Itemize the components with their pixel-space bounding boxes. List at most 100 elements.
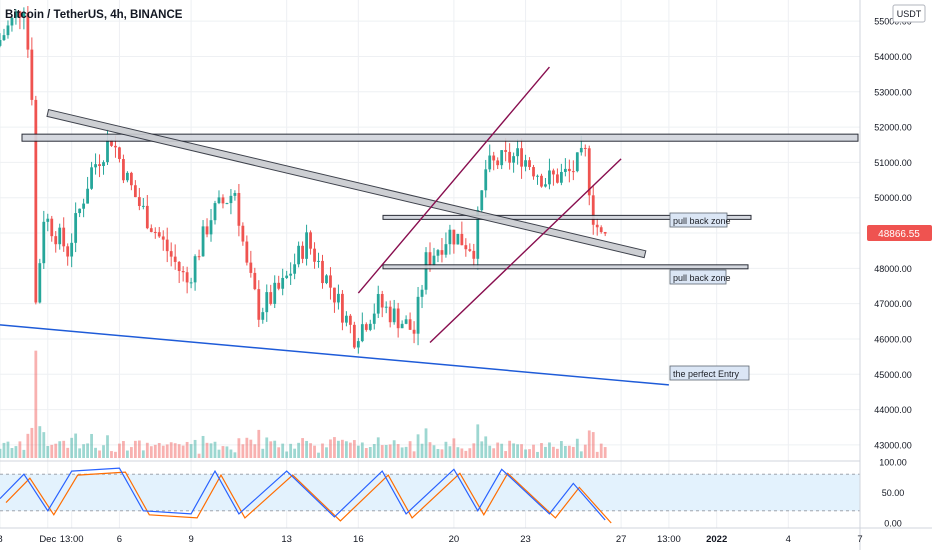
- candle-body: [440, 250, 444, 255]
- volume-bar: [14, 446, 18, 458]
- volume-bar: [432, 445, 436, 458]
- candle-body: [10, 17, 14, 26]
- volume-bar: [472, 443, 476, 458]
- candle-body: [30, 49, 34, 100]
- volume-bar: [416, 434, 420, 458]
- volume-bar: [504, 451, 508, 458]
- volume-bar: [102, 445, 105, 458]
- time-tick-label: 8: [0, 534, 3, 545]
- volume-bar: [392, 440, 396, 458]
- candle-body: [464, 245, 468, 250]
- candle-body: [165, 239, 169, 252]
- candle-body: [177, 261, 181, 272]
- candle-body: [261, 312, 265, 320]
- candle-body: [221, 197, 225, 204]
- volume-bar: [161, 445, 165, 458]
- zone-rect: [382, 264, 749, 270]
- volume-bar: [603, 447, 607, 458]
- volume-bar: [241, 444, 245, 458]
- candle-body: [153, 231, 157, 233]
- volume-bar: [10, 447, 14, 458]
- volume-bar: [273, 440, 277, 458]
- candle-body: [603, 231, 607, 234]
- currency-badge-box[interactable]: [892, 4, 926, 23]
- candle-body: [301, 245, 304, 259]
- candle-body: [384, 306, 388, 308]
- volume-bar: [293, 448, 297, 458]
- pullback-zone-upper-note[interactable]: pull back zone: [673, 216, 731, 226]
- volume-bar: [193, 439, 197, 458]
- volume-bar: [520, 444, 523, 458]
- volume-bar: [321, 443, 324, 458]
- time-tick-label: 9: [188, 534, 193, 545]
- volume-bar: [173, 443, 177, 458]
- candle-body: [472, 250, 476, 259]
- volume-bar: [165, 444, 169, 458]
- volume-bar: [571, 446, 575, 458]
- volume-bar: [42, 432, 46, 458]
- drawings[interactable]: [0, 66, 859, 386]
- volume-bar: [141, 450, 145, 458]
- volume-bar: [50, 444, 54, 458]
- volume-bar: [428, 442, 432, 458]
- candle-body: [145, 205, 149, 229]
- volume-bar: [118, 443, 121, 458]
- candle-body: [281, 277, 285, 289]
- volume-bar: [579, 451, 583, 458]
- volume-bar: [508, 440, 512, 458]
- candle-body: [161, 236, 165, 240]
- price-tick-label: 53000.00: [874, 87, 912, 97]
- candle-body: [285, 275, 289, 278]
- candle-body: [372, 313, 376, 324]
- volume-bars: [0, 350, 607, 458]
- candle-body: [189, 282, 193, 284]
- candle-body: [456, 233, 460, 245]
- volume-bar: [408, 441, 412, 458]
- candle-body: [137, 197, 141, 206]
- pullback-zone-lower-note[interactable]: pull back zone: [673, 273, 731, 283]
- candle-body: [341, 293, 344, 323]
- volume-bar: [536, 451, 539, 458]
- candle-body: [273, 282, 277, 304]
- volume-bar: [245, 437, 249, 458]
- candle-body: [297, 245, 301, 265]
- currency-badge[interactable]: USDT: [897, 9, 922, 19]
- volume-bar: [496, 442, 500, 458]
- volume-bar: [66, 447, 70, 458]
- candle-body: [42, 221, 46, 264]
- volume-bar: [372, 444, 376, 458]
- volume-bar: [265, 437, 269, 458]
- candle-body: [82, 203, 86, 209]
- volume-bar: [30, 427, 34, 458]
- volume-bar: [257, 429, 261, 458]
- candle-body: [86, 188, 89, 204]
- volume-bar: [583, 444, 587, 458]
- candle-body: [309, 232, 312, 249]
- volume-bar: [137, 440, 141, 458]
- volume-bar: [329, 439, 332, 458]
- volume-bar: [563, 445, 567, 458]
- pullback-zone-upper-note-box: [669, 212, 728, 228]
- candle-body: [599, 227, 603, 232]
- zone-rect: [382, 214, 752, 220]
- price-tick-label: 51000.00: [874, 158, 912, 168]
- volume-bar: [221, 446, 225, 458]
- candle-body: [492, 155, 496, 161]
- volume-bar: [114, 451, 117, 458]
- volume-bar: [74, 433, 78, 458]
- volume-bar: [78, 448, 82, 458]
- candles[interactable]: [0, 6, 607, 354]
- candle-body: [102, 162, 105, 167]
- perfect-entry-note[interactable]: the perfect Entry: [673, 369, 740, 379]
- volume-bar: [126, 450, 129, 458]
- candle-body: [587, 148, 591, 196]
- volume-bar: [552, 446, 555, 458]
- volume-bar: [400, 447, 404, 458]
- candle-body: [118, 147, 121, 160]
- volume-bar: [492, 448, 496, 458]
- symbol-title[interactable]: Bitcoin / TetherUS, 4h, BINANCE: [5, 9, 183, 21]
- price-tick-label: 43000.00: [874, 440, 912, 450]
